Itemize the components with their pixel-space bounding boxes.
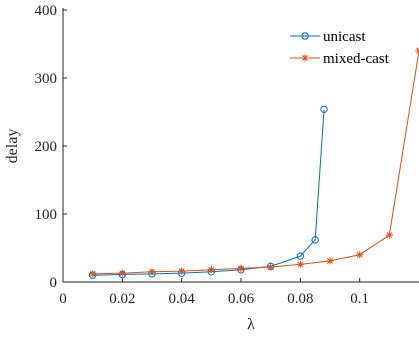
legend-marker-unicast <box>301 32 309 40</box>
marker-stroke <box>89 270 96 277</box>
data-point-mixed-cast <box>356 251 364 259</box>
x-tick-label: 0.1 <box>350 291 369 307</box>
data-point-mixed-cast <box>148 268 156 276</box>
marker-stroke <box>119 270 126 277</box>
data-point-mixed-cast <box>237 264 245 272</box>
data-point-mixed-cast <box>178 267 186 275</box>
marker-stroke <box>416 50 419 54</box>
data-point-mixed-cast <box>326 257 334 265</box>
axes <box>62 8 419 283</box>
y-tick-label: 100 <box>35 207 58 223</box>
x-tick-label: 0.02 <box>109 291 135 307</box>
legend-marker-mixed-cast <box>301 54 309 62</box>
legend-entry-mixed-cast: mixed-cast <box>290 51 390 67</box>
x-tick-label: 0.04 <box>169 291 196 307</box>
data-point-unicast <box>320 105 328 113</box>
data-point-mixed-cast <box>385 231 393 239</box>
series-mixed-cast <box>89 47 419 278</box>
series-layer <box>88 47 419 279</box>
data-point-mixed-cast <box>415 47 419 55</box>
y-tick-label: 0 <box>50 275 58 291</box>
legend-label-unicast: unicast <box>323 29 366 45</box>
data-point-unicast <box>296 252 305 260</box>
marker-stroke <box>149 268 155 275</box>
x-tick-label: 0 <box>59 291 67 307</box>
data-point-mixed-cast <box>118 269 126 277</box>
x-tick-label: 0.08 <box>287 291 313 307</box>
legend-entry-unicast: unicast <box>290 29 366 45</box>
data-point-mixed-cast <box>207 266 215 274</box>
data-point-mixed-cast <box>89 270 97 278</box>
data-point-unicast <box>311 236 319 244</box>
marker-stroke <box>386 232 393 239</box>
x-tick-label: 0.06 <box>228 291 255 307</box>
y-tick-label: 200 <box>35 139 58 155</box>
x-axis-label: λ <box>247 316 255 333</box>
marker-stroke <box>267 264 274 270</box>
y-tick-label: 300 <box>35 71 58 87</box>
series-unicast <box>88 105 328 279</box>
y-axis-label: delay <box>4 129 21 164</box>
legend-label-mixed-cast: mixed-cast <box>323 51 390 67</box>
y-tick-label: 400 <box>35 3 58 19</box>
marker-stroke <box>327 257 333 264</box>
marker-stroke <box>356 251 363 258</box>
marker-stroke <box>302 55 308 61</box>
data-point-mixed-cast <box>267 263 275 271</box>
marker-stroke <box>297 261 304 268</box>
legend: unicast mixed-cast <box>290 29 390 67</box>
marker-stroke <box>208 266 215 273</box>
series-line-unicast <box>92 109 325 276</box>
marker-stroke <box>416 47 419 52</box>
marker-stroke <box>178 268 185 275</box>
marker-stroke <box>238 265 244 272</box>
data-point-mixed-cast <box>296 260 304 268</box>
series-line-mixed-cast <box>92 50 419 275</box>
tick-labels: 0 0.02 0.04 0.06 0.08 0.1 0 100 200 300 400 <box>35 3 370 307</box>
